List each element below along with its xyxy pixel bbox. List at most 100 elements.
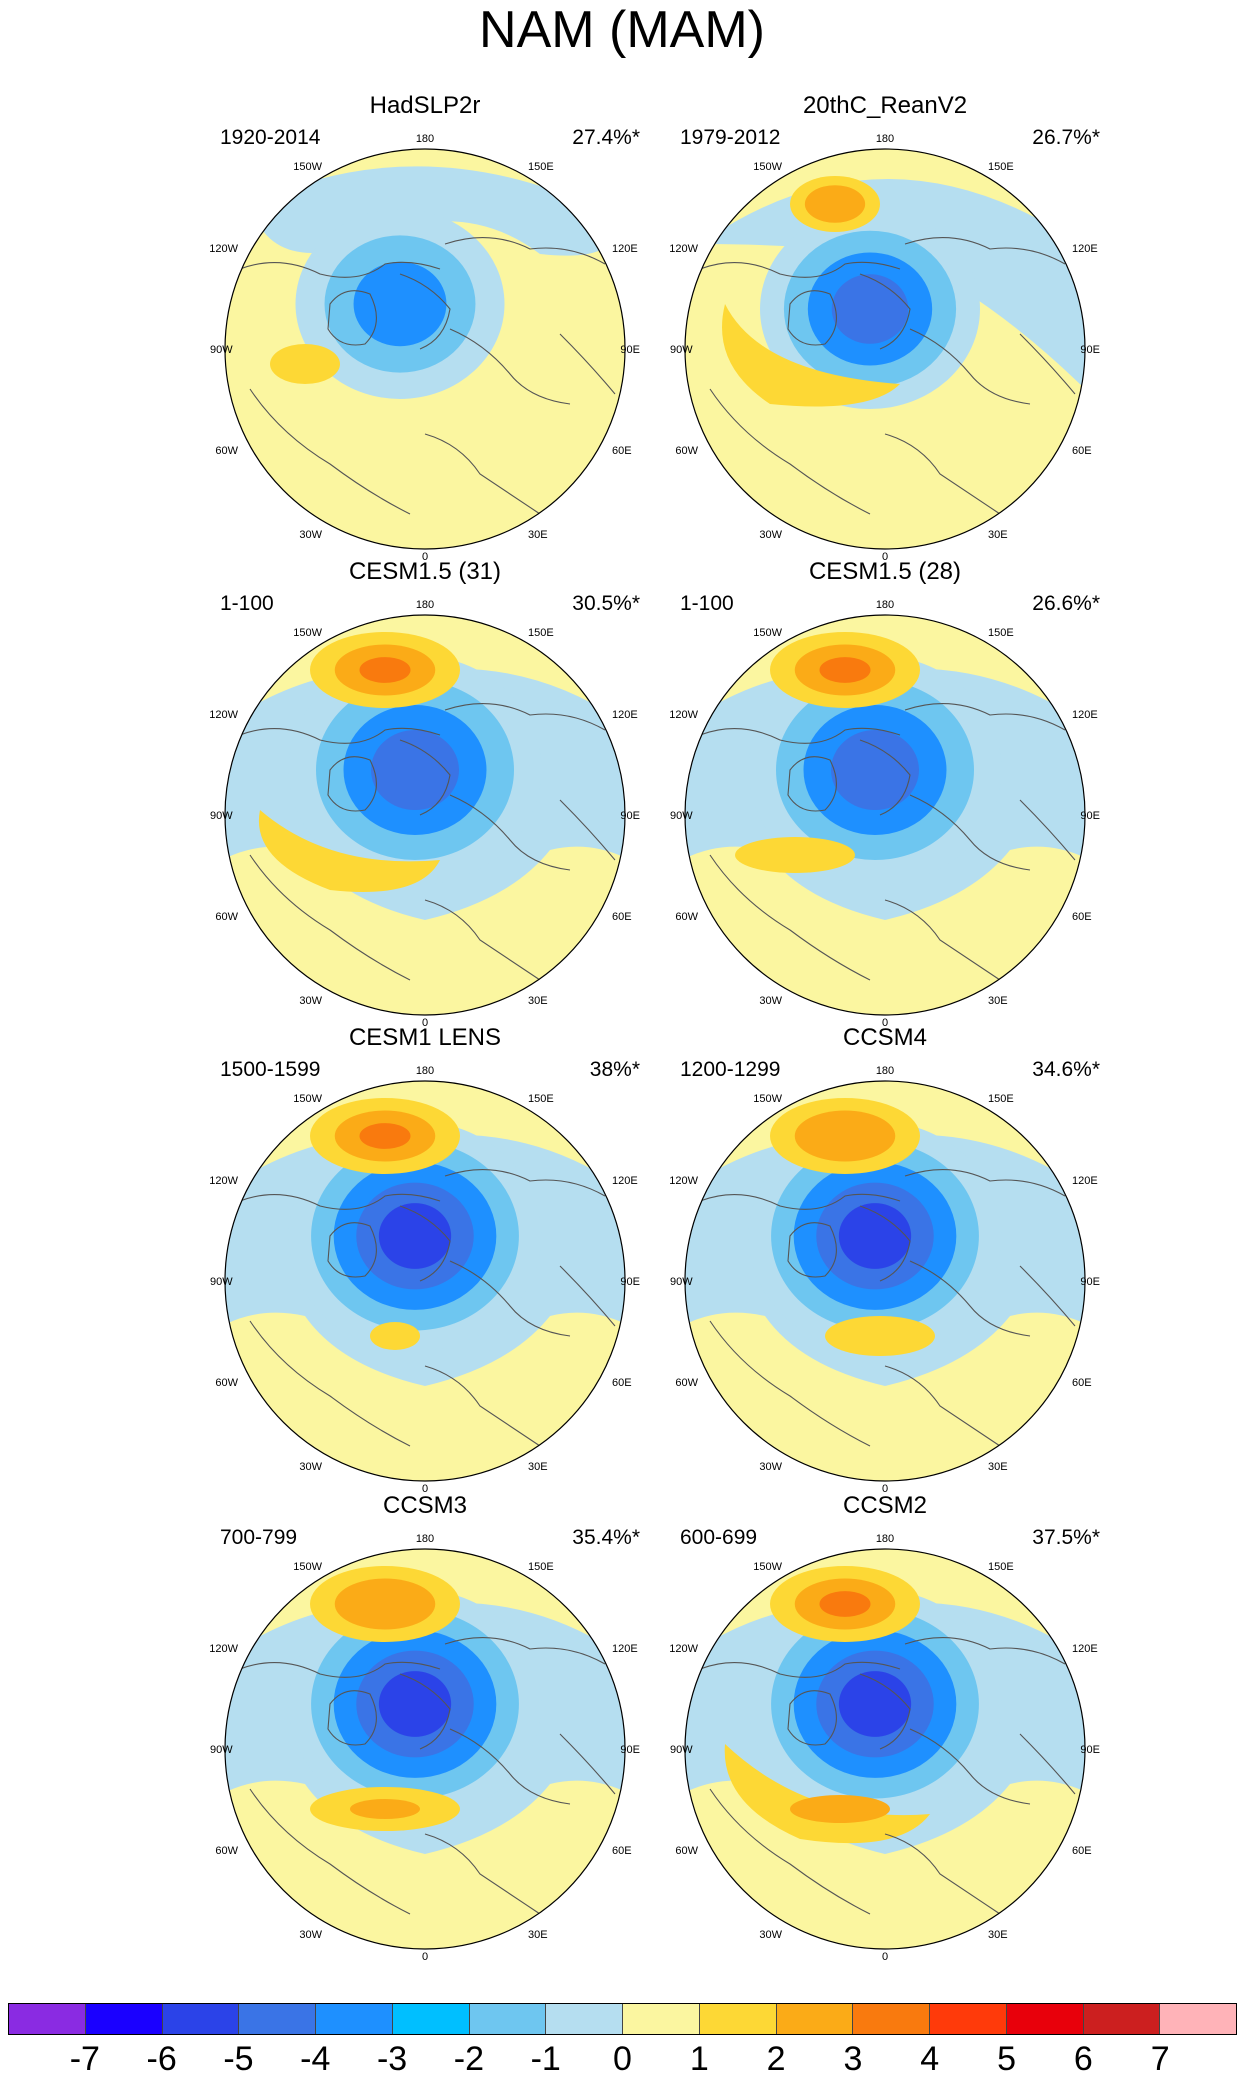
panel-period: 1-100 [680,592,734,615]
panel-period: 1920-2014 [220,126,321,149]
colorbar-tick-label: 2 [766,2040,786,2078]
panel-period: 600-699 [680,1526,758,1549]
lon-label: 90W [210,810,233,822]
lon-label: 150E [988,161,1014,173]
lon-label: 180 [876,1066,894,1077]
colorbar-cell [9,2004,86,2034]
colorbar-tick-label: -6 [146,2040,177,2078]
lon-label: 120E [1072,243,1098,255]
lon-label: 120E [1072,1643,1098,1655]
map-panel: CCSM3 700-799 35.4%* 180 0 150W 120W 90W… [190,1492,660,1970]
colorbar-tick-label: -5 [223,2040,254,2078]
lon-label: 60W [675,911,698,923]
polar-map: 180 0 150W 120W 90W 60W 30W 150E 120E 90… [670,1066,1100,1495]
colorbar-tick-label: -2 [453,2040,484,2078]
lon-label: 180 [416,600,434,611]
lon-label: 30W [299,1461,322,1473]
lon-label: 0 [422,1951,428,1963]
lon-label: 150W [753,627,782,639]
panel-title: CCSM4 [842,1024,927,1051]
lon-label: 60E [612,445,632,457]
lon-label: 60E [1072,1845,1092,1857]
colorbar-cell [316,2004,393,2034]
lon-label: 90E [1080,344,1100,356]
panel-variance-pct: 38%* [589,1058,640,1081]
lon-label: 30E [988,1461,1008,1473]
lon-label: 30E [988,995,1008,1007]
lon-label: 90W [210,344,233,356]
colorbar-tick-label: 7 [1150,2040,1170,2078]
panel-period: 1979-2012 [680,126,781,149]
lon-label: 90E [1080,1276,1100,1288]
lon-label: 120W [210,709,239,721]
map-panel: CESM1.5 (31) 1-100 30.5%* 180 0 150W 120… [190,558,660,1036]
lon-label: 60W [675,1845,698,1857]
lon-label: 150W [293,161,322,173]
lon-label: 120E [1072,709,1098,721]
polar-map: 180 0 150W 120W 90W 60W 30W 150E 120E 90… [210,1066,640,1495]
lon-label: 30W [299,995,322,1007]
colorbar-ticks: -7 -6 -5 -4 -3 -2 -1 0 1 2 3 4 5 6 7 [8,2040,1237,2080]
colorbar-cell [853,2004,930,2034]
lon-label: 90W [670,810,693,822]
lon-label: 30W [759,995,782,1007]
lon-label: 120E [612,709,638,721]
lon-label: 60W [215,911,238,923]
panel-variance-pct: 34.6%* [1032,1058,1100,1081]
colorbar-cell [162,2004,240,2034]
panel-period: 1200-1299 [680,1058,781,1081]
lon-label: 90W [210,1744,233,1756]
lon-label: 120W [670,1175,699,1187]
colorbar-tick-label: 3 [843,2040,863,2078]
colorbar-tick-label: 1 [689,2040,709,2078]
lon-label: 120W [210,243,239,255]
polar-map: 180 0 150W 120W 90W 60W 30W 150E 120E 90… [670,600,1100,1029]
panel-title: CESM1 LENS [348,1024,502,1051]
lon-label: 150E [988,1561,1014,1573]
panel-period: 700-799 [220,1526,298,1549]
lon-label: 180 [876,1534,894,1545]
lon-label: 60E [612,1377,632,1389]
lon-label: 60W [215,1377,238,1389]
polar-map: 180 0 150W 120W 90W 60W 30W 150E 120E 90… [210,134,640,563]
lon-label: 0 [882,1017,888,1029]
lon-label: 120W [670,243,699,255]
colorbar-tick-label: -7 [69,2040,100,2078]
map-panel: CCSM2 600-699 37.5%* 180 0 150W 120W 90W… [650,1492,1120,1970]
lon-label: 30E [528,995,548,1007]
panel-variance-pct: 35.4%* [572,1526,640,1549]
panel-variance-pct: 26.7%* [1032,126,1100,149]
lon-label: 30W [759,529,782,541]
colorbar-cell [1083,2004,1161,2034]
lon-label: 30E [988,1929,1008,1941]
lon-label: 150W [753,1561,782,1573]
lon-label: 150E [988,1093,1014,1105]
colorbar-tick-label: 4 [920,2040,940,2078]
colorbar-tick-label: 5 [997,2040,1017,2078]
colorbar-tick-label: 6 [1073,2040,1093,2078]
polar-map: 180 0 150W 120W 90W 60W 30W 150E 120E 90… [670,1534,1100,1963]
map-panel: CESM1.5 (28) 1-100 26.6%* 180 0 150W 120… [650,558,1120,1036]
lon-label: 150E [528,627,554,639]
lon-label: 90E [620,810,640,822]
lon-label: 60W [675,1377,698,1389]
lon-label: 90W [670,1744,693,1756]
colorbar-tick-label: -4 [300,2040,331,2078]
colorbar-cell [85,2004,163,2034]
lon-label: 120E [1072,1175,1098,1187]
lon-label: 120W [210,1175,239,1187]
lon-label: 90W [670,1276,693,1288]
colorbar-cell [469,2004,547,2034]
lon-label: 30E [528,1929,548,1941]
polar-map: 180 0 150W 120W 90W 60W 30W 150E 120E 90… [670,134,1100,563]
lon-label: 0 [882,1951,888,1963]
colorbar-cell [546,2004,623,2034]
lon-label: 90E [620,344,640,356]
lon-label: 30E [988,529,1008,541]
panel-variance-pct: 30.5%* [572,592,640,615]
lon-label: 90E [1080,1744,1100,1756]
lon-label: 60E [612,1845,632,1857]
map-panel: 20thC_ReanV2 1979-2012 26.7%* 180 0 150W… [650,92,1120,570]
lon-label: 60W [215,445,238,457]
lon-label: 180 [876,134,894,145]
